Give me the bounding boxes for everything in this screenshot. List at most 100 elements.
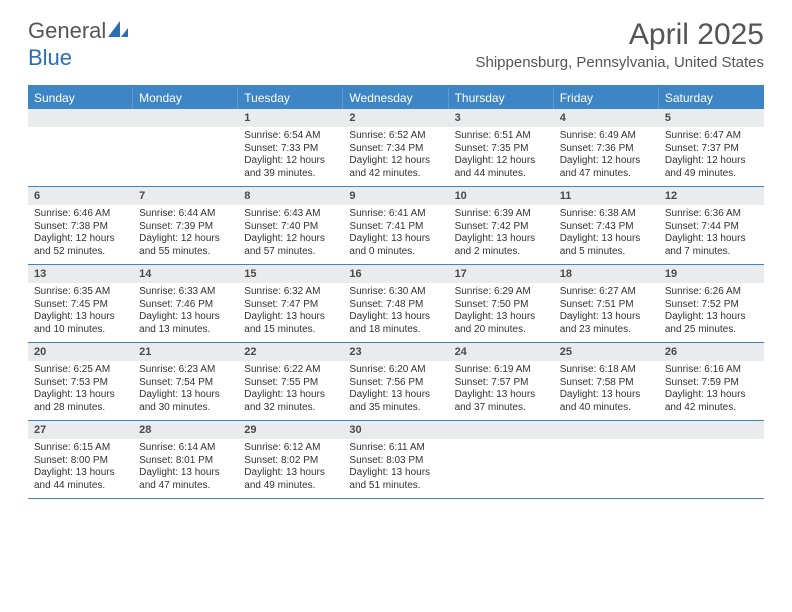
weekday-col: Friday [554, 87, 659, 109]
daylight-line: Daylight: 13 hours and 20 minutes. [455, 311, 548, 336]
sunset-line: Sunset: 7:56 PM [349, 377, 442, 390]
date-number [659, 421, 764, 439]
daylight-line: Daylight: 13 hours and 49 minutes. [244, 467, 337, 492]
calendar-cell: 20Sunrise: 6:25 AMSunset: 7:53 PMDayligh… [28, 343, 133, 420]
date-number: 13 [28, 265, 133, 283]
daylight-line: Daylight: 12 hours and 44 minutes. [455, 155, 548, 180]
title-block: April 2025 Shippensburg, Pennsylvania, U… [475, 18, 764, 71]
sunset-line: Sunset: 7:40 PM [244, 221, 337, 234]
calendar-cell: 16Sunrise: 6:30 AMSunset: 7:48 PMDayligh… [343, 265, 448, 342]
calendar-cell: 26Sunrise: 6:16 AMSunset: 7:59 PMDayligh… [659, 343, 764, 420]
calendar-cell: 13Sunrise: 6:35 AMSunset: 7:45 PMDayligh… [28, 265, 133, 342]
cell-body [28, 127, 133, 179]
sail-icon [108, 19, 128, 45]
weekday-col: Tuesday [238, 87, 343, 109]
date-number: 19 [659, 265, 764, 283]
date-number: 16 [343, 265, 448, 283]
daylight-line: Daylight: 13 hours and 32 minutes. [244, 389, 337, 414]
cell-body: Sunrise: 6:38 AMSunset: 7:43 PMDaylight:… [554, 205, 659, 264]
cell-body [449, 439, 554, 491]
date-number [554, 421, 659, 439]
sunset-line: Sunset: 7:52 PM [665, 299, 758, 312]
sunset-line: Sunset: 7:50 PM [455, 299, 548, 312]
sunrise-line: Sunrise: 6:27 AM [560, 286, 653, 299]
brand-part1: General [28, 18, 106, 43]
cell-body: Sunrise: 6:11 AMSunset: 8:03 PMDaylight:… [343, 439, 448, 498]
calendar-cell: 30Sunrise: 6:11 AMSunset: 8:03 PMDayligh… [343, 421, 448, 498]
calendar-cell: 23Sunrise: 6:20 AMSunset: 7:56 PMDayligh… [343, 343, 448, 420]
calendar-cell: 27Sunrise: 6:15 AMSunset: 8:00 PMDayligh… [28, 421, 133, 498]
date-number: 11 [554, 187, 659, 205]
daylight-line: Daylight: 13 hours and 47 minutes. [139, 467, 232, 492]
sunset-line: Sunset: 7:42 PM [455, 221, 548, 234]
daylight-line: Daylight: 13 hours and 13 minutes. [139, 311, 232, 336]
date-number: 29 [238, 421, 343, 439]
sunrise-line: Sunrise: 6:32 AM [244, 286, 337, 299]
daylight-line: Daylight: 13 hours and 40 minutes. [560, 389, 653, 414]
date-number [133, 109, 238, 127]
sunrise-line: Sunrise: 6:15 AM [34, 442, 127, 455]
cell-body: Sunrise: 6:35 AMSunset: 7:45 PMDaylight:… [28, 283, 133, 342]
calendar-cell: 19Sunrise: 6:26 AMSunset: 7:52 PMDayligh… [659, 265, 764, 342]
calendar-cell [28, 109, 133, 186]
sunrise-line: Sunrise: 6:41 AM [349, 208, 442, 221]
date-number: 20 [28, 343, 133, 361]
calendar-cell: 11Sunrise: 6:38 AMSunset: 7:43 PMDayligh… [554, 187, 659, 264]
cell-body: Sunrise: 6:30 AMSunset: 7:48 PMDaylight:… [343, 283, 448, 342]
calendar-cell: 25Sunrise: 6:18 AMSunset: 7:58 PMDayligh… [554, 343, 659, 420]
sunrise-line: Sunrise: 6:18 AM [560, 364, 653, 377]
weekday-col: Thursday [449, 87, 554, 109]
date-number: 27 [28, 421, 133, 439]
sunrise-line: Sunrise: 6:20 AM [349, 364, 442, 377]
date-number [449, 421, 554, 439]
sunset-line: Sunset: 8:03 PM [349, 455, 442, 468]
sunset-line: Sunset: 7:59 PM [665, 377, 758, 390]
daylight-line: Daylight: 13 hours and 37 minutes. [455, 389, 548, 414]
sunset-line: Sunset: 7:38 PM [34, 221, 127, 234]
calendar-cell: 21Sunrise: 6:23 AMSunset: 7:54 PMDayligh… [133, 343, 238, 420]
date-number: 15 [238, 265, 343, 283]
calendar-cell: 5Sunrise: 6:47 AMSunset: 7:37 PMDaylight… [659, 109, 764, 186]
weekday-col: Monday [133, 87, 238, 109]
date-number: 12 [659, 187, 764, 205]
cell-body: Sunrise: 6:43 AMSunset: 7:40 PMDaylight:… [238, 205, 343, 264]
sunrise-line: Sunrise: 6:39 AM [455, 208, 548, 221]
date-number: 26 [659, 343, 764, 361]
brand-part2: Blue [28, 45, 72, 70]
sunset-line: Sunset: 7:36 PM [560, 143, 653, 156]
sunset-line: Sunset: 7:46 PM [139, 299, 232, 312]
daylight-line: Daylight: 13 hours and 18 minutes. [349, 311, 442, 336]
sunrise-line: Sunrise: 6:30 AM [349, 286, 442, 299]
cell-body: Sunrise: 6:33 AMSunset: 7:46 PMDaylight:… [133, 283, 238, 342]
cell-body: Sunrise: 6:39 AMSunset: 7:42 PMDaylight:… [449, 205, 554, 264]
sunset-line: Sunset: 7:35 PM [455, 143, 548, 156]
date-number: 24 [449, 343, 554, 361]
cell-body: Sunrise: 6:47 AMSunset: 7:37 PMDaylight:… [659, 127, 764, 186]
sunrise-line: Sunrise: 6:52 AM [349, 130, 442, 143]
weekday-col: Wednesday [343, 87, 448, 109]
calendar-cell: 1Sunrise: 6:54 AMSunset: 7:33 PMDaylight… [238, 109, 343, 186]
calendar-cell: 8Sunrise: 6:43 AMSunset: 7:40 PMDaylight… [238, 187, 343, 264]
sunset-line: Sunset: 7:43 PM [560, 221, 653, 234]
sunset-line: Sunset: 7:51 PM [560, 299, 653, 312]
sunset-line: Sunset: 7:57 PM [455, 377, 548, 390]
daylight-line: Daylight: 13 hours and 30 minutes. [139, 389, 232, 414]
cell-body: Sunrise: 6:19 AMSunset: 7:57 PMDaylight:… [449, 361, 554, 420]
calendar-cell [554, 421, 659, 498]
sunset-line: Sunset: 7:58 PM [560, 377, 653, 390]
daylight-line: Daylight: 13 hours and 23 minutes. [560, 311, 653, 336]
date-number: 3 [449, 109, 554, 127]
sunrise-line: Sunrise: 6:46 AM [34, 208, 127, 221]
calendar-body: 1Sunrise: 6:54 AMSunset: 7:33 PMDaylight… [28, 109, 764, 499]
brand-logo: GeneralBlue [28, 18, 129, 71]
calendar-cell: 28Sunrise: 6:14 AMSunset: 8:01 PMDayligh… [133, 421, 238, 498]
calendar-cell: 15Sunrise: 6:32 AMSunset: 7:47 PMDayligh… [238, 265, 343, 342]
sunrise-line: Sunrise: 6:49 AM [560, 130, 653, 143]
sunset-line: Sunset: 7:48 PM [349, 299, 442, 312]
calendar-week: 13Sunrise: 6:35 AMSunset: 7:45 PMDayligh… [28, 265, 764, 343]
sunset-line: Sunset: 8:00 PM [34, 455, 127, 468]
cell-body: Sunrise: 6:51 AMSunset: 7:35 PMDaylight:… [449, 127, 554, 186]
sunrise-line: Sunrise: 6:16 AM [665, 364, 758, 377]
brand-name: GeneralBlue [28, 18, 129, 71]
cell-body: Sunrise: 6:54 AMSunset: 7:33 PMDaylight:… [238, 127, 343, 186]
